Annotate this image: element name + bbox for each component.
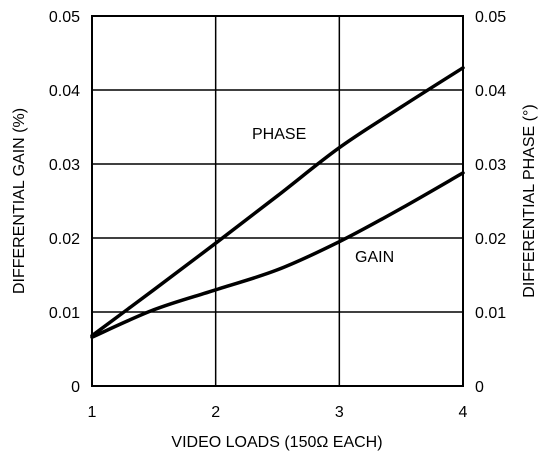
y-tick-label-right: 0 [475,379,484,396]
y-tick-label-right: 0.04 [475,83,506,100]
gain-annotation: GAIN [355,249,394,266]
y-tick-label-right: 0.05 [475,9,506,26]
y-tick-label-left: 0 [71,379,80,396]
series-line-gain [90,171,465,339]
x-tick-label: 2 [211,404,220,421]
y-tick-label-left: 0.01 [49,305,80,322]
y-axis-label-left: DIFFERENTIAL GAIN (%) [11,108,28,294]
y-tick-label-left: 0.02 [49,231,80,248]
series-line-phase [90,66,465,338]
y-tick-label-right: 0.03 [475,157,506,174]
phase-annotation: PHASE [252,126,306,143]
x-tick-label: 4 [459,404,468,421]
plot-frame [91,15,464,387]
gridlines [92,16,463,386]
y-tick-label-right: 0.01 [475,305,506,322]
y-axis-label-right: DIFFERENTIAL PHASE (°) [521,104,538,297]
y-tick-label-right: 0.02 [475,231,506,248]
tick-labels: 1 2 3 400.010.020.030.040.0500.010.020.030.… [49,9,506,421]
series-lines [90,66,465,339]
y-tick-label-left: 0.04 [49,83,80,100]
x-tick-label: 1 [88,404,97,421]
y-tick-label-left: 0.05 [49,9,80,26]
x-tick-label: 3 [335,404,344,421]
y-tick-label-left: 0.03 [49,157,80,174]
x-axis-label: VIDEO LOADS (150Ω EACH) [171,434,382,451]
